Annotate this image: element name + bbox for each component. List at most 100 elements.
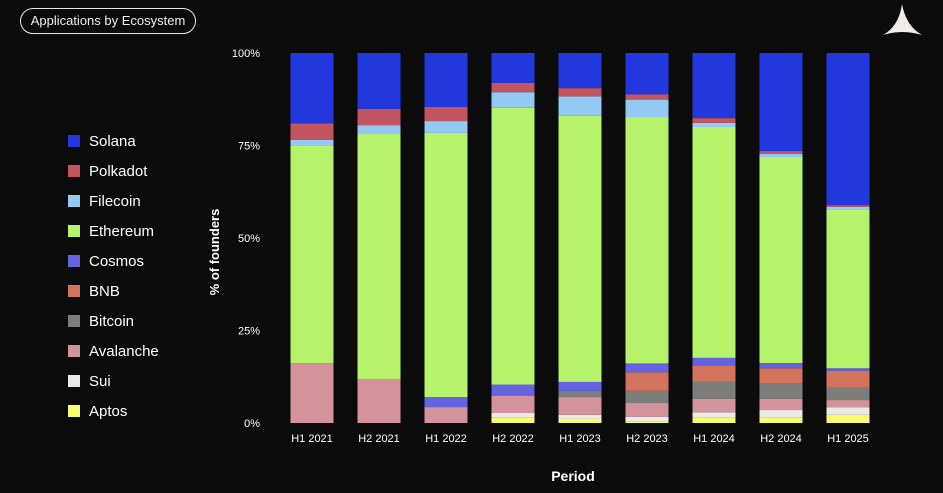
legend-label: Bitcoin [89, 312, 135, 330]
bar-segment-ethereum [759, 156, 803, 364]
bar-segment-filecoin [558, 96, 602, 116]
bar-segment-polkadot [357, 108, 401, 126]
y-tick-label: 100% [232, 48, 260, 60]
legend-swatch [68, 345, 80, 357]
bar-segment-polkadot [424, 107, 468, 122]
bar-segment-solana [357, 53, 401, 109]
bar-segment-filecoin [826, 206, 870, 210]
bar-segment-cosmos [424, 397, 468, 408]
bar-stack [357, 53, 401, 423]
bar-segment-solana [558, 53, 602, 89]
legend-swatch [68, 255, 80, 267]
bar-segment-cosmos [491, 384, 535, 396]
x-tick-label: H1 2022 [425, 433, 467, 445]
y-tick-label: 75% [238, 141, 260, 153]
bar-segment-solana [290, 53, 334, 124]
x-tick-label: H2 2023 [626, 433, 668, 445]
legend-swatch [68, 285, 80, 297]
triangle-logo-icon [883, 4, 922, 35]
legend-swatch [68, 165, 80, 177]
bar-segment-ethereum [491, 107, 535, 385]
x-axis-label: Period [551, 468, 595, 484]
bar-segment-ethereum [558, 115, 602, 382]
legend-label: Avalanche [89, 342, 159, 360]
x-tick-label: H2 2024 [760, 433, 802, 445]
legend-item: Filecoin [68, 186, 159, 216]
legend-item: Cosmos [68, 246, 159, 276]
legend-item: Polkadot [68, 156, 159, 186]
legend-item: Sui [68, 366, 159, 396]
bar-segment-solana [759, 53, 803, 152]
bar-stack [558, 53, 602, 423]
bar-segment-bnb [826, 370, 870, 388]
bar-segment-ethereum [424, 132, 468, 398]
bar-segment-aptos [491, 417, 535, 423]
bar-segment-bnb [625, 372, 669, 391]
bar-segment-bitcoin [558, 390, 602, 398]
bar-segment-sui [491, 413, 535, 418]
bar-segment-cosmos [759, 363, 803, 369]
bar-segment-avalanche [290, 363, 334, 423]
legend-swatch [68, 375, 80, 387]
x-tick-label: H2 2021 [358, 433, 400, 445]
bar-segment-avalanche [826, 400, 870, 408]
bar-segment-avalanche [759, 398, 803, 411]
bar-segment-polkadot [692, 118, 736, 123]
legend-item: Avalanche [68, 336, 159, 366]
bar-segment-ethereum [357, 134, 401, 379]
bar-segment-avalanche [357, 378, 401, 423]
y-tick-label: 50% [238, 233, 260, 245]
bar-stack [826, 53, 870, 423]
legend: Solana Polkadot Filecoin Ethereum Cosmos BNB B… [68, 126, 159, 426]
bar-segment-ethereum [625, 117, 669, 364]
x-tick-label: H1 2025 [827, 433, 869, 445]
bar-segment-sui [759, 410, 803, 418]
legend-item: Aptos [68, 396, 159, 426]
bar-segment-sui [692, 412, 736, 418]
bar-segment-filecoin [759, 154, 803, 157]
bar-segment-aptos [625, 421, 669, 423]
bar-segment-polkadot [759, 151, 803, 155]
bar-segment-ethereum [692, 127, 736, 358]
legend-label: BNB [89, 282, 120, 300]
legend-item: Solana [68, 126, 159, 156]
bar-stack [692, 53, 736, 423]
bar-stack [424, 53, 468, 423]
chart-title-pill: Applications by Ecosystem [20, 8, 196, 34]
legend-swatch [68, 135, 80, 147]
bar-segment-avalanche [491, 395, 535, 414]
bar-segment-polkadot [826, 205, 870, 207]
bar-segment-filecoin [357, 125, 401, 135]
bar-segment-filecoin [491, 92, 535, 108]
bar-segment-aptos [692, 417, 736, 423]
y-tick-label: 25% [238, 326, 260, 338]
x-tick-label: H1 2021 [291, 433, 333, 445]
bar-stack [290, 53, 334, 423]
bar-segment-cosmos [558, 381, 602, 391]
bar-segment-bnb [759, 368, 803, 384]
bar-segment-polkadot [491, 82, 535, 93]
legend-item: Ethereum [68, 216, 159, 246]
legend-label: Cosmos [89, 252, 145, 270]
legend-label: Solana [89, 132, 136, 150]
bar-segment-bnb [692, 365, 736, 382]
bar-segment-ethereum [826, 209, 870, 369]
bar-segment-cosmos [625, 363, 669, 373]
legend-item: BNB [68, 276, 159, 306]
bar-segment-solana [424, 53, 468, 108]
legend-swatch [68, 225, 80, 237]
bar-segment-bitcoin [625, 390, 669, 404]
bar-segment-solana [625, 53, 669, 95]
legend-swatch [68, 195, 80, 207]
y-axis-label: % of founders [207, 209, 222, 296]
legend-label: Ethereum [89, 222, 155, 240]
bar-segment-filecoin [692, 122, 736, 127]
bar-segment-bitcoin [692, 381, 736, 399]
legend-swatch [68, 315, 80, 327]
bar-segment-avalanche [692, 398, 736, 413]
bar-segment-filecoin [290, 139, 334, 146]
bar-segment-solana [692, 53, 736, 119]
bar-segment-solana [491, 53, 535, 83]
bar-segment-bitcoin [826, 387, 870, 401]
